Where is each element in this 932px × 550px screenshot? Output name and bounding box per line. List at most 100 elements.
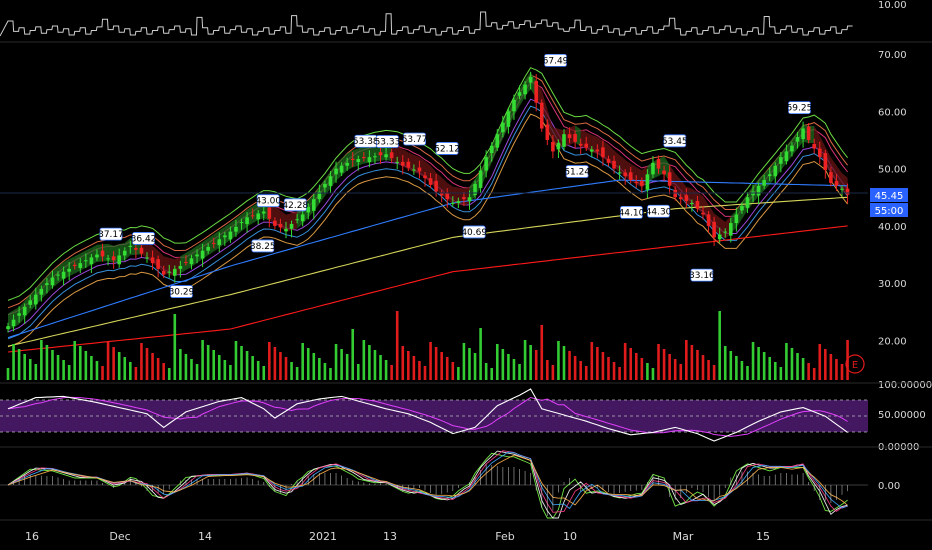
earnings-marker bbox=[845, 354, 865, 374]
macd-pane bbox=[0, 450, 868, 519]
date-tick: Dec bbox=[109, 530, 130, 543]
callout-box bbox=[403, 132, 426, 146]
volume-bar bbox=[718, 311, 721, 380]
candle-body bbox=[11, 319, 16, 327]
volume-bar bbox=[312, 353, 316, 380]
candle-body bbox=[161, 270, 166, 275]
candle-body bbox=[362, 157, 366, 159]
candle-body bbox=[78, 263, 83, 269]
callout-label: 51.24 bbox=[564, 167, 590, 177]
volume-bar bbox=[28, 359, 32, 380]
volume-bar bbox=[773, 362, 777, 380]
band-cloud bbox=[336, 158, 342, 181]
callout-label: 33.16 bbox=[689, 271, 715, 281]
candle-body bbox=[256, 213, 260, 220]
volume-bar bbox=[23, 354, 26, 380]
candle-body bbox=[56, 274, 60, 276]
volume-bar bbox=[701, 355, 705, 380]
candle-body bbox=[495, 134, 500, 148]
volume-bar bbox=[223, 360, 227, 380]
band-cloud bbox=[124, 238, 131, 261]
candle-body bbox=[845, 188, 850, 195]
callout-box bbox=[251, 239, 275, 253]
candle-body bbox=[434, 180, 438, 192]
candle-body bbox=[423, 175, 427, 179]
volume-bar bbox=[729, 351, 733, 380]
date-tick: 14 bbox=[198, 530, 212, 543]
candle-body bbox=[72, 264, 77, 267]
volume-bar bbox=[590, 342, 594, 380]
volume-bar bbox=[751, 342, 755, 380]
volume-bar bbox=[195, 364, 199, 380]
candle-body bbox=[684, 195, 689, 202]
volume-bar bbox=[206, 345, 210, 380]
volume-bar bbox=[179, 349, 182, 380]
volume-bar bbox=[173, 314, 177, 380]
band-cloud bbox=[69, 256, 75, 277]
candle-body bbox=[506, 111, 511, 127]
candle-body bbox=[89, 257, 94, 265]
macd-tick: 0.00 bbox=[878, 481, 900, 492]
candle-body bbox=[706, 214, 711, 226]
candle-body bbox=[67, 268, 71, 272]
candle-body bbox=[373, 156, 377, 158]
volume-bar bbox=[529, 345, 532, 380]
volume-bar bbox=[790, 348, 794, 380]
candle-body bbox=[701, 212, 705, 215]
volume-bar bbox=[685, 340, 688, 380]
volume-bar bbox=[140, 343, 143, 380]
band-cloud bbox=[163, 256, 170, 275]
candle-body bbox=[651, 162, 655, 175]
candle-body bbox=[134, 247, 138, 250]
volume-bar bbox=[707, 360, 710, 380]
band-cloud bbox=[185, 249, 192, 271]
callout-box bbox=[620, 206, 643, 219]
callout-box bbox=[544, 53, 567, 67]
candle-body bbox=[150, 257, 155, 264]
band-line bbox=[7, 74, 848, 309]
band-cloud bbox=[347, 150, 353, 171]
volume-bar bbox=[824, 349, 827, 380]
band-cloud bbox=[352, 148, 359, 168]
candle-body bbox=[239, 222, 244, 224]
price-tag-label: 55:00 bbox=[875, 206, 904, 217]
volume-bar bbox=[523, 340, 527, 380]
volume-bar bbox=[785, 343, 788, 380]
volume-bar bbox=[245, 351, 249, 380]
candle-body bbox=[412, 169, 416, 171]
volume-bar bbox=[818, 344, 822, 380]
candle-body bbox=[573, 134, 577, 142]
volume-bar bbox=[323, 363, 327, 380]
volume-bar bbox=[251, 356, 254, 380]
candles bbox=[6, 71, 850, 333]
candle-body bbox=[673, 189, 677, 198]
volume-bar bbox=[646, 363, 649, 380]
callout-box bbox=[565, 165, 589, 178]
band-cloud bbox=[236, 214, 242, 236]
candle-body bbox=[534, 80, 538, 103]
price-tick: 40.00 bbox=[878, 222, 907, 233]
band-cloud bbox=[319, 178, 325, 204]
volume-bar bbox=[184, 354, 188, 380]
macd-line bbox=[7, 454, 848, 506]
candle-body bbox=[428, 178, 433, 185]
candle-body bbox=[740, 205, 744, 211]
candle-body bbox=[195, 254, 199, 257]
volume-bar bbox=[112, 347, 115, 380]
volume-bar bbox=[679, 364, 683, 380]
candle-body bbox=[834, 180, 839, 186]
price-pane[interactable]: 37.17 36.42 30.29 43.00 42.28 38.25 53.3853.33… bbox=[6, 53, 850, 380]
date-tick: 2021 bbox=[309, 530, 337, 543]
volume-bar bbox=[551, 365, 555, 380]
callout-label: 37.17 bbox=[98, 230, 124, 240]
callout-label: 44.10 bbox=[619, 208, 645, 218]
callout-box bbox=[647, 204, 670, 218]
volume-bar bbox=[190, 359, 193, 380]
candle-body bbox=[456, 201, 461, 203]
volume-bar bbox=[579, 361, 582, 380]
volume-bar bbox=[796, 353, 799, 380]
band-cloud bbox=[541, 90, 548, 126]
candle-body bbox=[656, 158, 661, 169]
candle-body bbox=[289, 223, 294, 229]
